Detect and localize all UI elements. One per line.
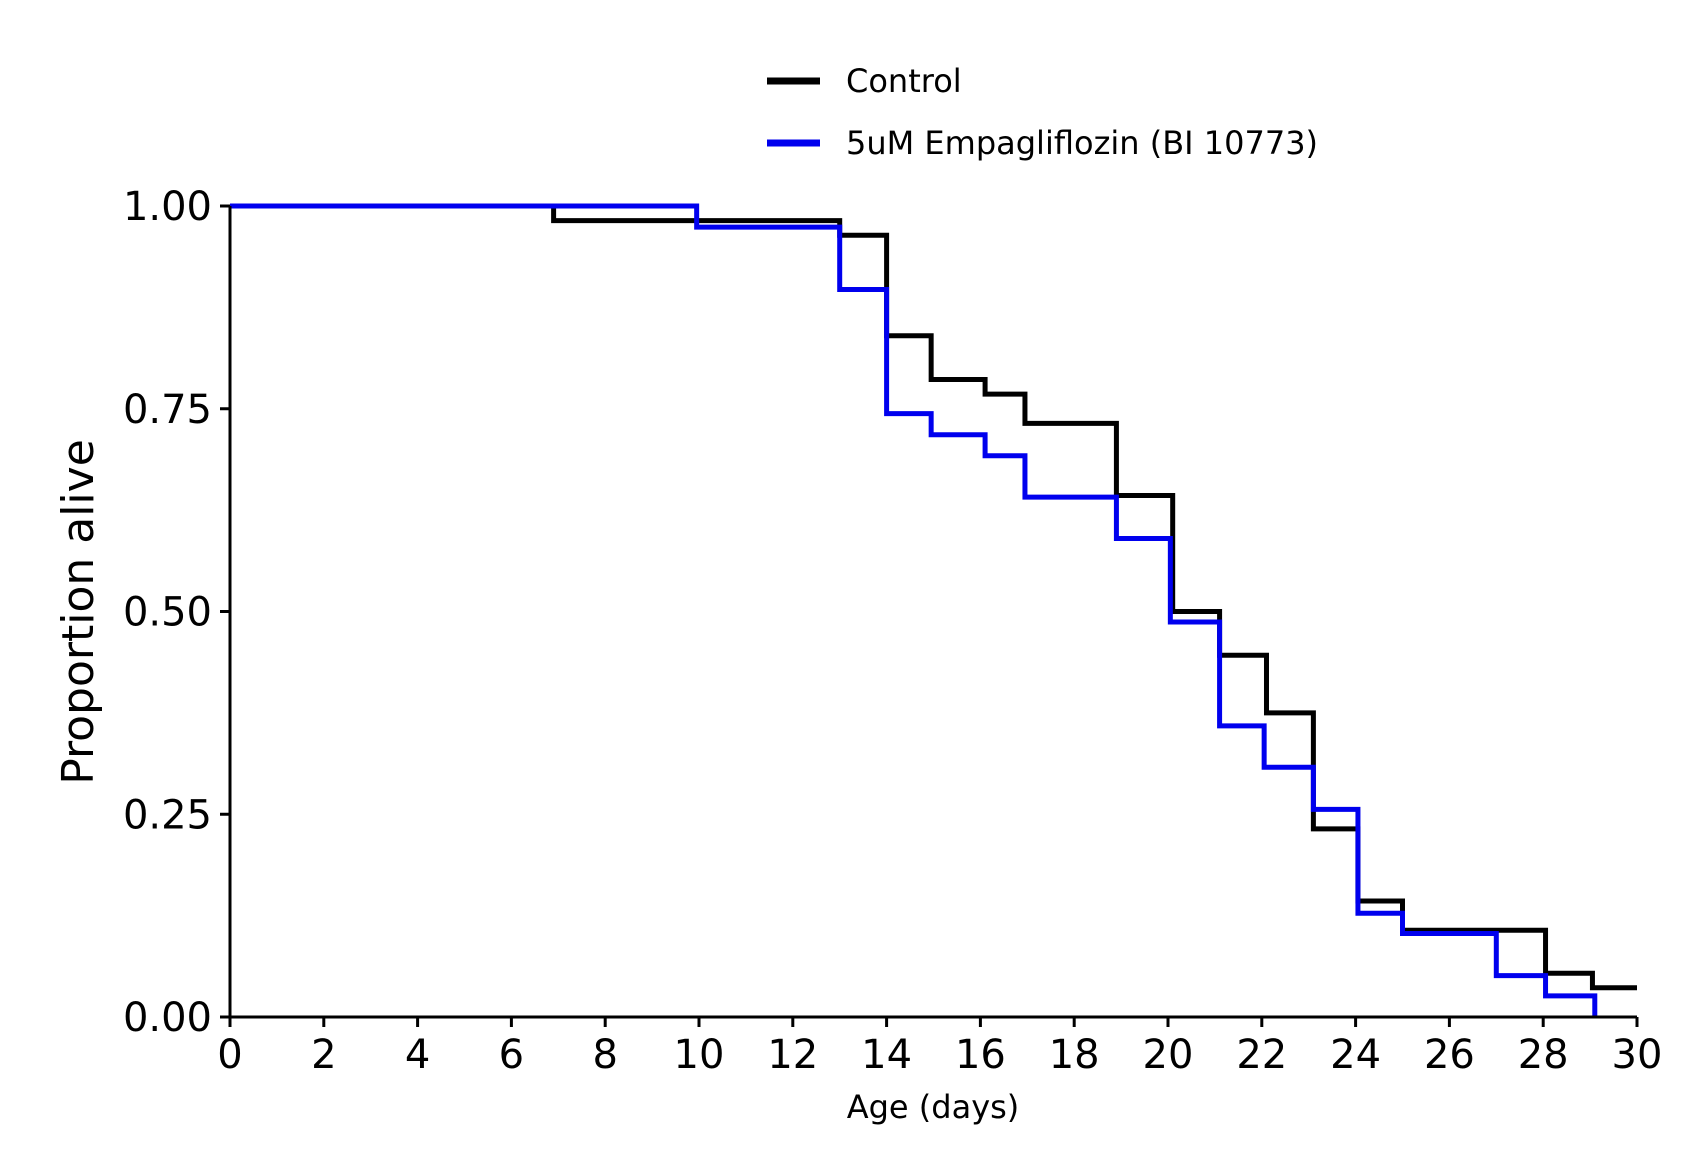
y-tick-label-0: 0.00 xyxy=(123,995,212,1041)
x-tick-label-12: 12 xyxy=(767,1032,818,1078)
axes-layer xyxy=(228,206,1637,1019)
x-tick-label-28: 28 xyxy=(1518,1032,1569,1078)
y-tick-label-0.5: 0.50 xyxy=(123,590,212,636)
x-tick-label-14: 14 xyxy=(861,1032,912,1078)
x-tick-label-26: 26 xyxy=(1424,1032,1475,1078)
x-tick-label-2: 2 xyxy=(311,1032,336,1078)
x-ticks: 0 2 4 6 8 10 12 14 16 18 20 22 24 26 28 30 xyxy=(217,1017,1662,1078)
series-line-control xyxy=(230,203,1637,991)
x-tick-label-20: 20 xyxy=(1143,1032,1194,1078)
legend: Control 5uM Empagliflozin (BI 10773) xyxy=(767,62,1318,162)
x-tick-label-22: 22 xyxy=(1236,1032,1287,1078)
y-ticks: 0.00 0.25 0.50 0.75 1.00 xyxy=(123,184,230,1041)
y-tick-label-1: 1.00 xyxy=(123,184,212,230)
x-axis-label: Age (days) xyxy=(847,1088,1020,1126)
series-line-empagliflozin xyxy=(230,203,1598,1017)
y-tick-label-0.25: 0.25 xyxy=(123,792,212,838)
x-tick-label-18: 18 xyxy=(1049,1032,1100,1078)
x-tick-label-30: 30 xyxy=(1612,1032,1663,1078)
legend-label-empagliflozin: 5uM Empagliflozin (BI 10773) xyxy=(846,124,1318,162)
x-tick-label-24: 24 xyxy=(1330,1032,1381,1078)
y-axis-label: Proportion alive xyxy=(53,439,104,785)
legend-label-control: Control xyxy=(846,62,962,100)
x-tick-label-8: 8 xyxy=(592,1032,617,1078)
x-tick-label-0: 0 xyxy=(217,1032,242,1078)
series-layer xyxy=(230,203,1637,1017)
x-tick-label-6: 6 xyxy=(499,1032,524,1078)
y-tick-label-0.75: 0.75 xyxy=(123,387,212,433)
x-tick-label-10: 10 xyxy=(674,1032,725,1078)
x-tick-label-16: 16 xyxy=(955,1032,1006,1078)
x-tick-label-4: 4 xyxy=(405,1032,430,1078)
